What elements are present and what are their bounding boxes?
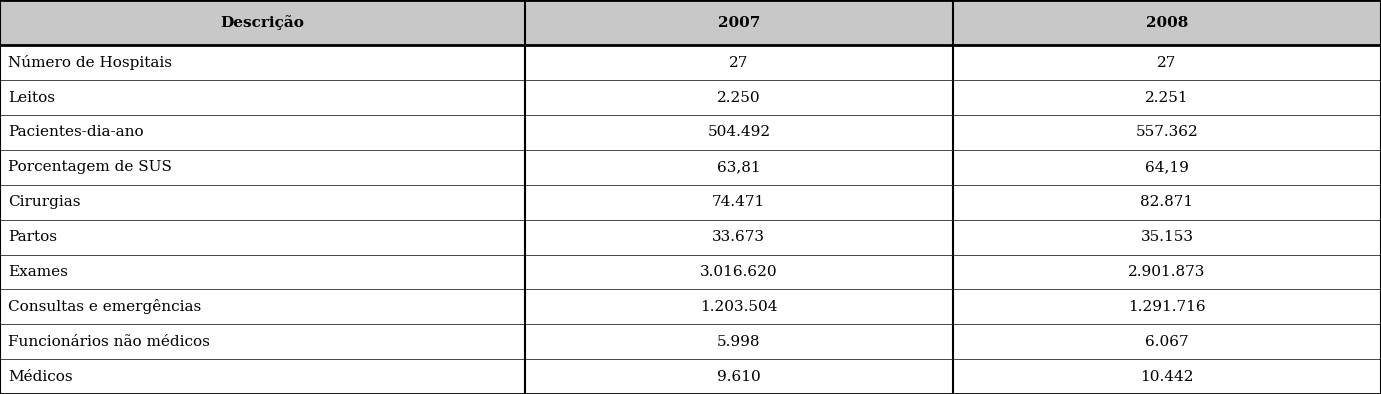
Bar — [953, 0, 1381, 45]
Text: 9.610: 9.610 — [717, 370, 761, 384]
Text: 27: 27 — [1157, 56, 1177, 70]
Text: 557.362: 557.362 — [1135, 125, 1199, 139]
Text: 27: 27 — [729, 56, 749, 70]
Text: 6.067: 6.067 — [1145, 335, 1189, 349]
Text: 2007: 2007 — [718, 16, 760, 30]
Text: 10.442: 10.442 — [1141, 370, 1193, 384]
Text: 2.251: 2.251 — [1145, 91, 1189, 105]
Text: Número de Hospitais: Número de Hospitais — [8, 55, 173, 70]
Text: 1.203.504: 1.203.504 — [700, 300, 778, 314]
Text: 82.871: 82.871 — [1141, 195, 1193, 209]
Text: 3.016.620: 3.016.620 — [700, 265, 778, 279]
Text: 63,81: 63,81 — [717, 160, 761, 175]
Text: 504.492: 504.492 — [707, 125, 771, 139]
Text: Partos: Partos — [8, 230, 57, 244]
Text: Porcentagem de SUS: Porcentagem de SUS — [8, 160, 173, 175]
Text: Cirurgias: Cirurgias — [8, 195, 80, 209]
Text: 5.998: 5.998 — [717, 335, 761, 349]
Text: 35.153: 35.153 — [1141, 230, 1193, 244]
Text: Exames: Exames — [8, 265, 68, 279]
Text: 2.901.873: 2.901.873 — [1128, 265, 1206, 279]
Text: Pacientes-dia-ano: Pacientes-dia-ano — [8, 125, 144, 139]
Text: Médicos: Médicos — [8, 370, 73, 384]
Text: Descrição: Descrição — [221, 15, 304, 30]
Text: 2.250: 2.250 — [717, 91, 761, 105]
Text: Consultas e emergências: Consultas e emergências — [8, 299, 202, 314]
Text: 1.291.716: 1.291.716 — [1128, 300, 1206, 314]
Text: 33.673: 33.673 — [713, 230, 765, 244]
Text: 2008: 2008 — [1146, 16, 1188, 30]
Text: Leitos: Leitos — [8, 91, 55, 105]
Text: Funcionários não médicos: Funcionários não médicos — [8, 335, 210, 349]
Text: 74.471: 74.471 — [713, 195, 765, 209]
Bar — [0, 0, 525, 45]
Bar — [525, 0, 953, 45]
Text: 64,19: 64,19 — [1145, 160, 1189, 175]
